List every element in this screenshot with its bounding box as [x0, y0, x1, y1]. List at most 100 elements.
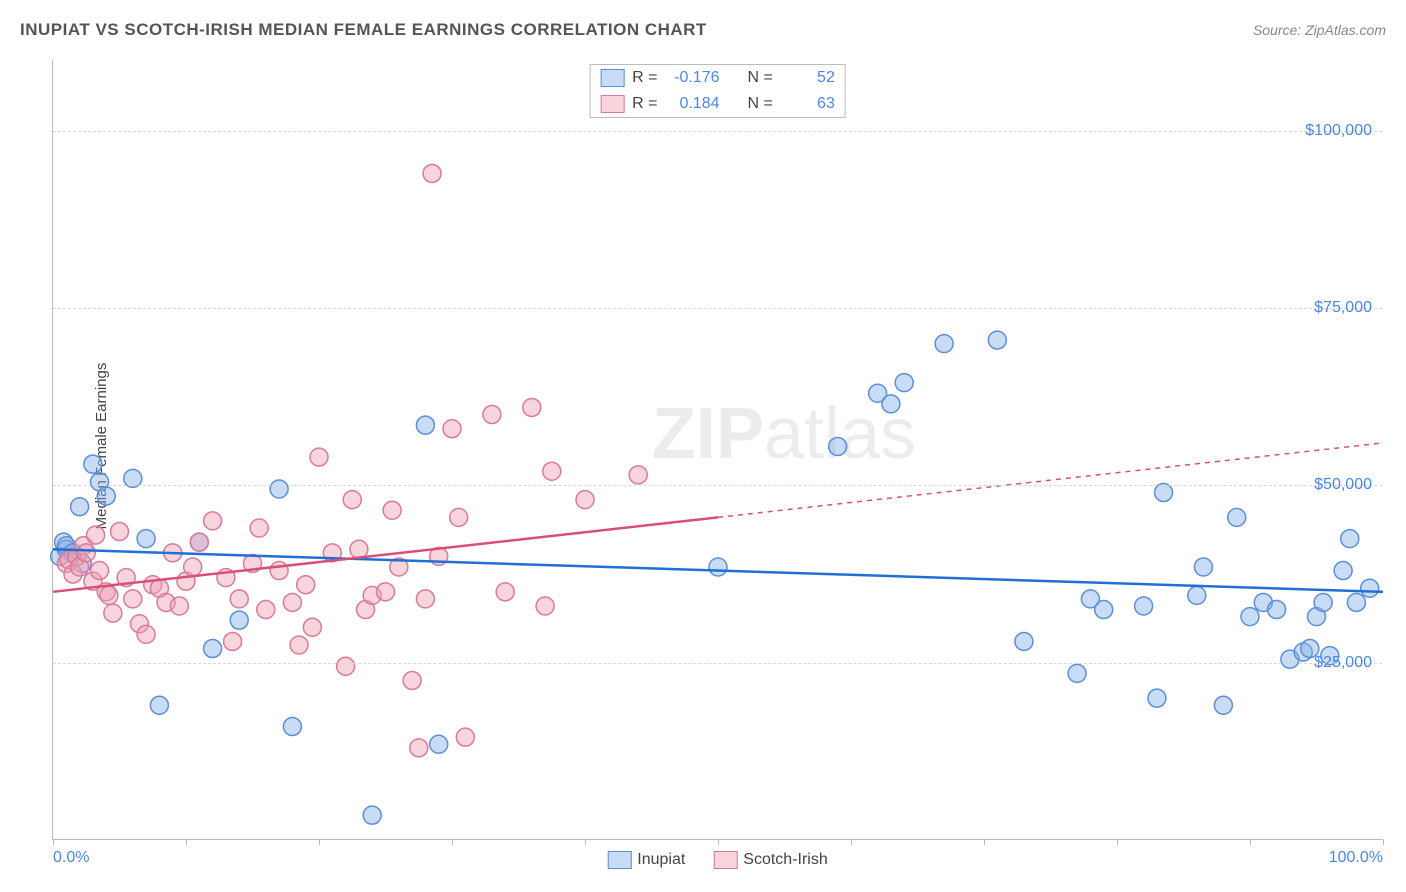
data-point	[1334, 562, 1352, 580]
data-point	[456, 728, 474, 746]
legend-r-label: R =	[632, 95, 657, 113]
legend-swatch	[607, 851, 631, 869]
legend-n-value: 52	[781, 69, 835, 87]
data-point	[988, 331, 1006, 349]
data-point	[91, 562, 109, 580]
data-point	[1314, 593, 1332, 611]
legend-swatch	[600, 95, 624, 113]
data-point	[270, 562, 288, 580]
data-point	[363, 806, 381, 824]
data-point	[443, 420, 461, 438]
data-point	[416, 416, 434, 434]
y-tick-label: $25,000	[1314, 654, 1372, 672]
series-legend: InupiatScotch-Irish	[607, 851, 828, 869]
data-point	[104, 604, 122, 622]
data-point	[576, 491, 594, 509]
plot-area: ZIPatlas R =-0.176N =52R =0.184N =63 Inu…	[52, 60, 1382, 840]
x-tick	[452, 839, 453, 845]
data-point	[111, 523, 129, 541]
data-point	[543, 462, 561, 480]
x-tick	[585, 839, 586, 845]
data-point	[895, 374, 913, 392]
data-point	[124, 590, 142, 608]
data-point	[1095, 601, 1113, 619]
data-point	[1347, 593, 1365, 611]
legend-swatch	[713, 851, 737, 869]
data-point	[1241, 608, 1259, 626]
x-tick	[718, 839, 719, 845]
data-point	[257, 601, 275, 619]
data-point	[523, 398, 541, 416]
data-point	[283, 593, 301, 611]
plot-svg	[53, 60, 1382, 839]
chart-title: INUPIAT VS SCOTCH-IRISH MEDIAN FEMALE EA…	[20, 20, 707, 40]
data-point	[416, 590, 434, 608]
data-point	[1228, 508, 1246, 526]
legend-n-value: 63	[781, 95, 835, 113]
data-point	[350, 540, 368, 558]
data-point	[1341, 530, 1359, 548]
data-point	[170, 597, 188, 615]
data-point	[483, 406, 501, 424]
data-point	[450, 508, 468, 526]
data-point	[270, 480, 288, 498]
data-point	[1361, 579, 1379, 597]
gridline	[53, 131, 1382, 132]
y-tick-label: $100,000	[1305, 122, 1372, 140]
data-point	[97, 487, 115, 505]
data-point	[77, 544, 95, 562]
data-point	[1015, 632, 1033, 650]
data-point	[1188, 586, 1206, 604]
data-point	[71, 498, 89, 516]
data-point	[423, 164, 441, 182]
data-point	[343, 491, 361, 509]
x-tick-label: 100.0%	[1329, 849, 1383, 867]
data-point	[383, 501, 401, 519]
data-point	[1194, 558, 1212, 576]
legend-row: R = 0.184 N = 63	[590, 91, 845, 117]
x-tick	[53, 839, 54, 845]
legend-swatch	[600, 69, 624, 87]
chart-container: INUPIAT VS SCOTCH-IRISH MEDIAN FEMALE EA…	[0, 0, 1406, 892]
data-point	[536, 597, 554, 615]
data-point	[250, 519, 268, 537]
data-point	[303, 618, 321, 636]
x-tick	[319, 839, 320, 845]
trend-line	[53, 517, 718, 591]
data-point	[403, 671, 421, 689]
x-tick	[1383, 839, 1384, 845]
data-point	[1268, 601, 1286, 619]
data-point	[283, 718, 301, 736]
legend-series-name: Scotch-Irish	[743, 851, 827, 868]
data-point	[496, 583, 514, 601]
data-point	[1068, 664, 1086, 682]
source-link[interactable]: ZipAtlas.com	[1305, 22, 1386, 38]
x-tick	[1117, 839, 1118, 845]
gridline	[53, 308, 1382, 309]
data-point	[137, 625, 155, 643]
data-point	[629, 466, 647, 484]
data-point	[1148, 689, 1166, 707]
legend-n-label: N =	[748, 69, 773, 87]
data-point	[204, 512, 222, 530]
data-point	[882, 395, 900, 413]
gridline	[53, 485, 1382, 486]
x-tick	[1250, 839, 1251, 845]
y-tick-label: $75,000	[1314, 299, 1372, 317]
source-attribution: Source: ZipAtlas.com	[1253, 22, 1386, 38]
x-tick	[984, 839, 985, 845]
data-point	[137, 530, 155, 548]
data-point	[377, 583, 395, 601]
legend-r-label: R =	[632, 69, 657, 87]
data-point	[829, 437, 847, 455]
legend-r-value: 0.184	[666, 95, 720, 113]
data-point	[190, 533, 208, 551]
data-point	[230, 590, 248, 608]
legend-item: Scotch-Irish	[713, 851, 827, 869]
data-point	[310, 448, 328, 466]
legend-n-label: N =	[748, 95, 773, 113]
data-point	[935, 335, 953, 353]
data-point	[150, 696, 168, 714]
data-point	[337, 657, 355, 675]
source-prefix: Source:	[1253, 22, 1305, 38]
